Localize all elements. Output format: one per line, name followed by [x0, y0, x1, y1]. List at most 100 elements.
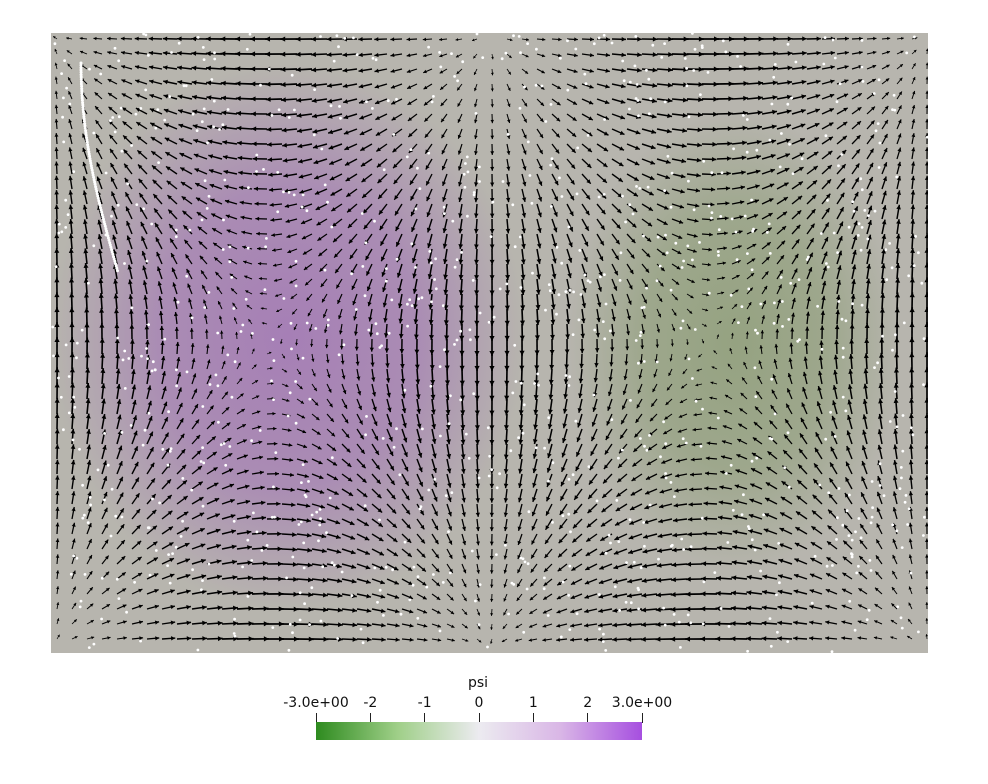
velocity-arrow-head: [202, 620, 207, 626]
velocity-arrow-head: [765, 497, 770, 502]
velocity-arrow-head: [877, 444, 883, 450]
velocity-arrow-head: [562, 423, 567, 429]
velocity-arrow-head: [462, 555, 467, 560]
velocity-arrow-head: [69, 322, 75, 328]
velocity-arrow-head: [266, 127, 272, 132]
velocity-arrow-head: [615, 521, 620, 526]
velocity-arrow-head: [307, 577, 313, 583]
velocity-arrow-head: [83, 292, 90, 298]
velocity-arrow-head: [549, 364, 555, 370]
velocity-arrow-head: [87, 523, 92, 528]
velocity-arrow-head: [687, 517, 693, 522]
velocity-arrow-head: [576, 437, 581, 443]
velocity-arrow-head: [295, 342, 299, 346]
velocity-arrow-head: [737, 439, 742, 443]
velocity-arrow-head: [825, 636, 830, 641]
velocity-arrow-head: [851, 279, 856, 285]
vortex-left: [51, 64, 525, 610]
velocity-arrow-head: [383, 333, 389, 338]
velocity-arrow-head: [911, 119, 916, 123]
velocity-arrow-head: [866, 249, 872, 255]
velocity-arrow-head: [422, 53, 427, 58]
velocity-arrow-head: [881, 219, 887, 225]
velocity-arrow-head: [833, 354, 839, 360]
velocity-arrow-head: [323, 607, 329, 613]
velocity-arrow-head: [247, 560, 253, 566]
velocity-arrow-head: [276, 516, 282, 522]
velocity-arrow-head: [693, 233, 698, 238]
velocity-arrow-head: [721, 440, 726, 444]
velocity-arrow-head: [751, 258, 756, 262]
velocity-arrow-head: [662, 236, 667, 241]
velocity-arrow-head: [259, 470, 264, 475]
velocity-arrow-head: [252, 141, 257, 147]
velocity-arrow-head: [614, 535, 620, 541]
velocity-arrow-head: [605, 68, 610, 73]
velocity-arrow-head: [592, 407, 597, 412]
velocity-arrow-head: [692, 427, 696, 432]
velocity-arrow-head: [800, 417, 805, 423]
velocity-arrow-head: [708, 247, 712, 252]
velocity-arrow-head: [336, 563, 342, 569]
velocity-arrow-head: [363, 507, 369, 512]
tracer-particle: [906, 523, 909, 526]
velocity-arrow-head: [472, 38, 475, 42]
velocity-arrow-head: [717, 530, 723, 536]
velocity-arrow-head: [257, 425, 262, 430]
velocity-arrow-head: [751, 468, 756, 473]
velocity-arrow-head: [742, 140, 747, 146]
velocity-arrow-head: [368, 317, 373, 322]
velocity-arrow-head: [360, 146, 366, 151]
velocity-arrow-head: [104, 555, 109, 560]
velocity-arrow-head: [330, 191, 336, 196]
velocity-arrow-head: [872, 64, 877, 69]
tracer-particle: [200, 588, 203, 592]
velocity-arrow-head: [925, 62, 928, 66]
velocity-arrow-head: [894, 352, 900, 358]
velocity-arrow-head: [893, 444, 898, 450]
velocity-arrow-head: [489, 213, 495, 218]
velocity-arrow-head: [73, 602, 77, 607]
velocity-arrow-head: [856, 135, 861, 140]
velocity-arrow-head: [772, 374, 777, 379]
velocity-arrow-head: [893, 382, 899, 388]
velocity-arrow-head: [786, 109, 792, 114]
velocity-arrow-head: [143, 310, 149, 315]
velocity-arrow-head: [344, 419, 349, 424]
velocity-arrow-head: [567, 257, 573, 263]
velocity-arrow-head: [602, 178, 607, 183]
velocity-arrow-head: [726, 171, 731, 176]
velocity-arrow-head: [215, 271, 219, 276]
velocity-arrow-head: [809, 636, 814, 641]
velocity-arrow-head: [411, 227, 416, 232]
velocity-arrow-head: [474, 290, 480, 296]
velocity-arrow-head: [463, 597, 467, 602]
velocity-arrow-head: [507, 103, 511, 107]
velocity-arrow-head: [809, 573, 815, 578]
velocity-arrow-head: [288, 443, 293, 447]
velocity-arrow-head: [101, 414, 107, 419]
velocity-arrow-head: [389, 451, 394, 456]
velocity-arrow-head: [763, 285, 768, 290]
velocity-arrow-head: [163, 94, 169, 99]
velocity-arrow-head: [598, 622, 603, 628]
velocity-arrow-head: [401, 408, 407, 414]
velocity-arrow-head: [750, 273, 755, 277]
velocity-arrow-head: [924, 475, 928, 480]
velocity-arrow-head: [119, 492, 124, 498]
velocity-arrow-head: [687, 326, 691, 330]
tracer-particle: [689, 621, 693, 625]
velocity-arrow-head: [628, 285, 633, 290]
velocity-arrow-head: [504, 395, 510, 401]
velocity-arrow-head: [760, 330, 765, 334]
velocity-arrow-head: [505, 244, 511, 249]
velocity-arrow-head: [632, 207, 638, 212]
velocity-arrow-head: [162, 50, 168, 56]
velocity-arrow-head: [603, 464, 609, 470]
velocity-arrow-head: [829, 108, 834, 113]
velocity-arrow-head: [307, 312, 311, 317]
velocity-arrow-head: [474, 103, 478, 108]
velocity-arrow-head: [816, 65, 821, 70]
velocity-arrow-head: [651, 402, 655, 407]
velocity-arrow-head: [706, 293, 710, 297]
